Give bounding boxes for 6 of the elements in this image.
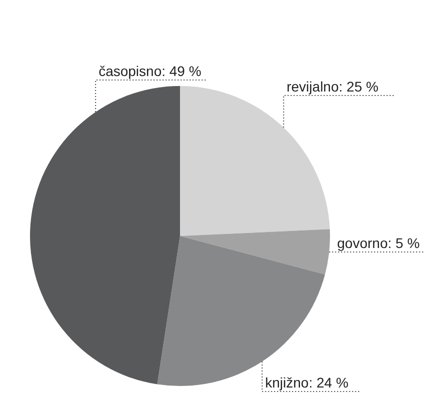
pie-slice	[180, 229, 330, 274]
slice-label: revijalno: 25 %	[286, 78, 378, 95]
slice-label: govorno: 5 %	[337, 234, 420, 251]
pie-slice	[30, 86, 180, 384]
slice-label: knjižno: 24 %	[265, 374, 348, 391]
slice-label: časopisno: 49 %	[98, 63, 202, 80]
